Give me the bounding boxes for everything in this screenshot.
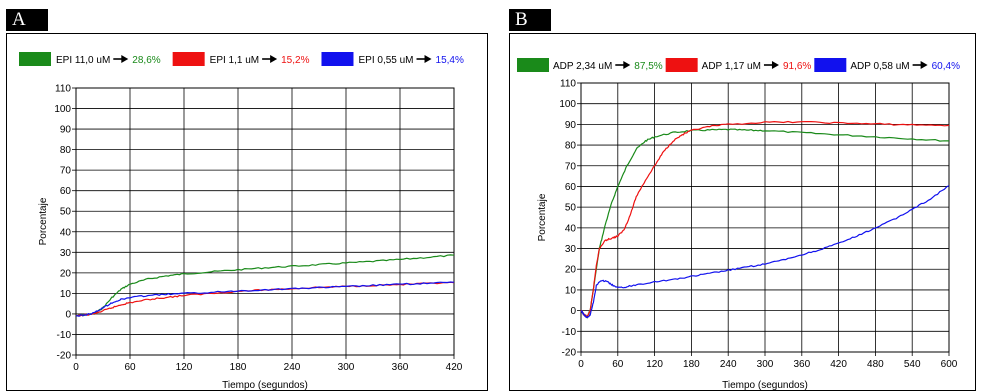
y-tick-label: 110	[55, 84, 71, 95]
legend-result: 15,2%	[281, 55, 309, 66]
y-tick-label: 50	[60, 207, 72, 218]
y-tick-label: 100	[559, 99, 576, 110]
arrow-icon	[270, 55, 278, 63]
legend-swatch	[19, 52, 51, 66]
legend-swatch	[517, 58, 549, 72]
y-tick-label: 90	[60, 125, 72, 136]
y-tick-label: 80	[60, 145, 72, 156]
x-tick-label: 360	[392, 362, 409, 373]
y-tick-label: 20	[60, 268, 72, 279]
y-tick-label: 70	[565, 161, 577, 172]
legend-item: EPI 11,0 uM 28,6%	[19, 52, 161, 66]
y-tick-label: 50	[565, 203, 577, 214]
y-tick-label: -10	[562, 327, 577, 338]
x-tick-label: 0	[578, 359, 584, 370]
y-tick-label: 20	[565, 265, 577, 276]
legend-result: 28,6%	[132, 55, 160, 66]
y-tick-label: 30	[60, 248, 72, 259]
y-tick-label: 0	[65, 309, 71, 320]
legend-swatch	[172, 52, 205, 66]
x-axis-label: Tiempo (segundos)	[222, 380, 308, 391]
y-tick-label: -20	[57, 351, 72, 362]
y-tick-label: -20	[562, 348, 577, 359]
series-line	[580, 120, 950, 319]
x-tick-label: 360	[793, 359, 810, 370]
x-tick-label: 240	[284, 362, 301, 373]
x-tick-label: 480	[867, 359, 884, 370]
legend-result: 15,4%	[436, 55, 464, 66]
x-tick-label: 300	[338, 362, 355, 373]
legend-item: EPI 1,1 uM 15,2%	[172, 52, 310, 66]
legend-swatch	[665, 58, 698, 72]
arrow-icon	[771, 61, 779, 69]
legend-item: EPI 0,55 uM 15,4%	[321, 52, 464, 66]
plot-area	[76, 88, 454, 355]
x-tick-label: 540	[904, 359, 921, 370]
y-tick-label: 10	[565, 285, 577, 296]
x-tick-label: 60	[612, 359, 624, 370]
y-tick-label: -10	[57, 330, 72, 341]
chart-b: ADP 2,34 uM 87,5% ADP 1,17 uM 91,6% ADP 0,58…	[509, 33, 976, 391]
y-tick-label: 40	[60, 227, 72, 238]
y-tick-label: 80	[565, 141, 577, 152]
legend-label: ADP 2,34 uM	[553, 61, 612, 72]
legend-result: 60,4%	[932, 61, 960, 72]
legend-label: EPI 1,1 uM	[210, 55, 259, 66]
legend-result: 87,5%	[634, 61, 662, 72]
arrow-icon	[623, 61, 631, 69]
x-tick-label: 60	[124, 362, 136, 373]
legend-label: EPI 11,0 uM	[56, 55, 110, 66]
series-line	[75, 281, 455, 317]
y-tick-label: 60	[60, 186, 72, 197]
legend-label: ADP 0,58 uM	[850, 61, 909, 72]
legend-item: ADP 0,58 uM 60,4%	[814, 58, 960, 72]
x-tick-label: 120	[176, 362, 193, 373]
arrow-icon	[920, 61, 928, 69]
arrow-icon	[424, 55, 432, 63]
y-tick-label: 60	[565, 182, 577, 193]
legend-item: ADP 1,17 uM 91,6%	[665, 58, 811, 72]
arrow-icon	[121, 55, 129, 63]
legend-label: ADP 1,17 uM	[702, 61, 761, 72]
x-tick-label: 600	[941, 359, 958, 370]
x-tick-label: 420	[446, 362, 463, 373]
legend-label: EPI 0,55 uM	[358, 55, 413, 66]
y-tick-label: 0	[570, 306, 576, 317]
y-tick-label: 10	[60, 289, 72, 300]
series-line	[580, 185, 950, 319]
y-tick-label: 30	[565, 244, 577, 255]
plot-border	[75, 87, 455, 356]
x-tick-label: 300	[757, 359, 774, 370]
panel-a-label: A	[6, 9, 48, 31]
legend-swatch	[814, 58, 847, 72]
x-tick-label: 420	[830, 359, 847, 370]
legend-item: ADP 2,34 uM 87,5%	[517, 58, 663, 72]
x-tick-label: 0	[73, 362, 79, 373]
x-tick-label: 180	[683, 359, 700, 370]
legend-swatch	[321, 52, 354, 66]
y-tick-label: 70	[60, 166, 72, 177]
panel-b-label: B	[509, 9, 551, 31]
legend-result: 91,6%	[783, 61, 811, 72]
y-tick-label: 110	[560, 79, 576, 90]
y-axis-label: Porcentaje	[537, 193, 548, 241]
x-tick-label: 180	[230, 362, 247, 373]
chart-a: EPI 11,0 uM 28,6% EPI 1,1 uM 15,2% EPI 0,55 …	[6, 33, 488, 391]
y-tick-label: 40	[565, 223, 577, 234]
y-axis-label: Porcentaje	[38, 197, 49, 245]
x-tick-label: 120	[646, 359, 663, 370]
y-tick-label: 90	[565, 120, 577, 131]
y-tick-label: 100	[54, 104, 71, 115]
x-tick-label: 240	[720, 359, 737, 370]
x-axis-label: Tiempo (segundos)	[722, 380, 808, 391]
